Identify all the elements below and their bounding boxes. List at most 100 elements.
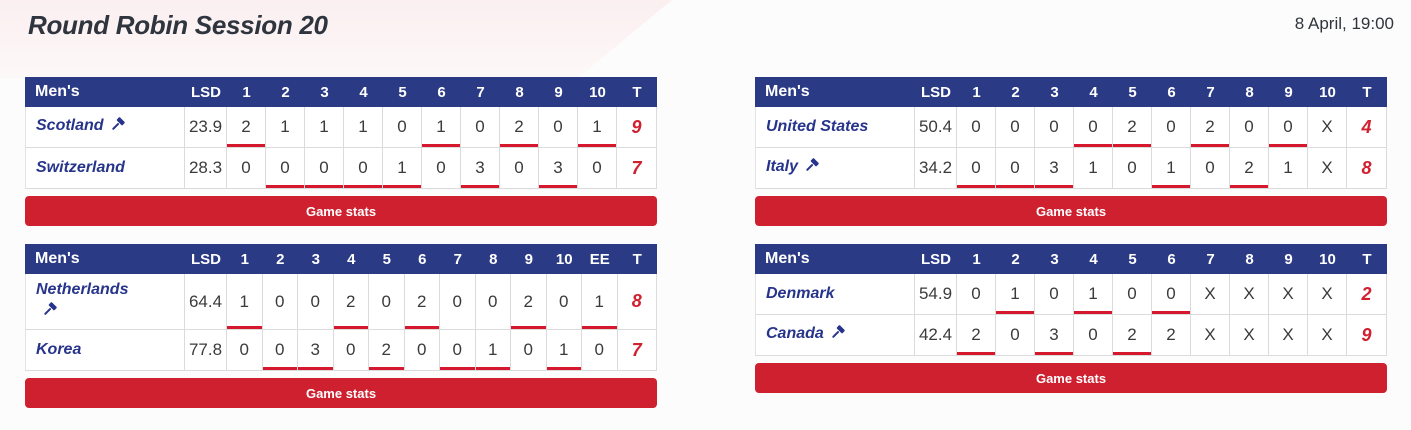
end-score: X: [1321, 117, 1333, 136]
end-score: 0: [1010, 117, 1020, 136]
hammer-end-underline: [422, 144, 460, 147]
end-score: 0: [346, 340, 356, 359]
end-score: 0: [275, 340, 285, 359]
hammer-end-underline: [511, 326, 546, 329]
end-score: 3: [310, 340, 320, 359]
hammer-end-underline: [461, 185, 499, 188]
end-header: 2: [266, 77, 305, 107]
end-header: EE: [582, 244, 618, 274]
end-score-cell: X: [1308, 315, 1347, 356]
end-score: 1: [594, 291, 604, 311]
hammer-end-underline: [582, 326, 617, 329]
game-stats-button[interactable]: Game stats: [25, 378, 657, 408]
end-score-cell: X: [1308, 107, 1347, 148]
category-header: Men's: [25, 244, 185, 274]
end-score-cell: 0: [957, 274, 996, 315]
end-score-cell: 0: [369, 274, 405, 330]
end-score-cell: 2: [404, 274, 440, 330]
end-score: X: [1243, 284, 1255, 303]
end-score: 0: [417, 340, 427, 359]
total-score: 9: [617, 107, 657, 148]
team-row: Denmark 54.9 0 1 0 1 0 0 X X X X 2: [755, 274, 1387, 315]
lsd-value: 42.4: [915, 315, 957, 356]
end-score-cell: 1: [305, 107, 344, 148]
hammer-end-underline: [546, 367, 581, 370]
end-score-cell: 0: [461, 107, 500, 148]
hammer-end-underline: [227, 144, 265, 147]
category-header: Men's: [755, 77, 915, 107]
lsd-value: 34.2: [915, 148, 957, 189]
end-score-cell: 2: [227, 107, 266, 148]
hammer-icon: [109, 116, 126, 139]
end-score: 0: [1010, 158, 1020, 177]
end-score-cell: 0: [578, 148, 617, 189]
end-header: 6: [1152, 244, 1191, 274]
end-score: 3: [553, 158, 563, 177]
end-header: 6: [1152, 77, 1191, 107]
end-score-cell: 1: [1152, 148, 1191, 189]
category-header: Men's: [25, 77, 185, 107]
end-header: 7: [461, 77, 500, 107]
end-score: 3: [475, 158, 485, 177]
end-score-cell: 1: [578, 107, 617, 148]
end-score-cell: 0: [440, 274, 476, 330]
end-score: 0: [1088, 325, 1098, 344]
end-score-cell: 0: [546, 274, 582, 330]
total-score: 4: [1347, 107, 1387, 148]
hammer-end-underline: [1035, 185, 1073, 188]
end-score-cell: 0: [305, 148, 344, 189]
hammer-end-underline: [1191, 144, 1229, 147]
end-header: 3: [1035, 77, 1074, 107]
end-score: 0: [239, 340, 249, 359]
end-score-cell: 3: [1035, 148, 1074, 189]
end-score: 0: [592, 158, 602, 177]
end-header: 2: [996, 244, 1035, 274]
end-score-cell: 0: [344, 148, 383, 189]
end-score: 0: [1205, 158, 1215, 177]
end-header: 5: [1113, 77, 1152, 107]
lsd-value: 64.4: [185, 274, 227, 330]
end-header: 7: [440, 244, 476, 274]
lsd-header: LSD: [185, 244, 227, 274]
game-card: Men's LSD 1 2 3 4 5 6 7 8 9 10 T Scotland 23.9 2 1 1 1 0 1 0 2…: [25, 77, 657, 226]
end-score: 0: [971, 117, 981, 136]
end-score-cell: 0: [333, 330, 369, 371]
end-score: 0: [358, 158, 368, 177]
team-name: Denmark: [766, 285, 835, 302]
game-stats-button[interactable]: Game stats: [25, 196, 657, 226]
end-score-cell: X: [1191, 315, 1230, 356]
end-score-cell: 2: [1191, 107, 1230, 148]
end-score-cell: 0: [996, 315, 1035, 356]
end-score: 0: [514, 158, 524, 177]
game-card: Men's LSD 1 2 3 4 5 6 7 8 9 10 EE T Netherlands 64.4 1 0 0…: [25, 244, 657, 408]
total-score: 7: [617, 330, 657, 371]
end-score: 0: [452, 340, 462, 359]
end-score: 0: [1127, 284, 1137, 303]
lsd-header: LSD: [915, 77, 957, 107]
hammer-end-underline: [227, 326, 262, 329]
end-score-cell: 1: [1269, 148, 1308, 189]
game-stats-button[interactable]: Game stats: [755, 196, 1387, 226]
hammer-end-underline: [578, 144, 616, 147]
lsd-value: 54.9: [915, 274, 957, 315]
end-score: 2: [1244, 158, 1254, 177]
lsd-header: LSD: [185, 77, 227, 107]
end-score-cell: 0: [539, 107, 578, 148]
end-score: 1: [397, 158, 407, 177]
hammer-end-underline: [1035, 352, 1073, 355]
hammer-end-underline: [266, 185, 304, 188]
end-score-cell: 1: [266, 107, 305, 148]
team-row: United States 50.4 0 0 0 0 2 0 2 0 0 X 4: [755, 107, 1387, 148]
game-stats-button[interactable]: Game stats: [755, 363, 1387, 393]
end-score: X: [1282, 284, 1294, 303]
end-score-cell: 3: [461, 148, 500, 189]
total-header: T: [617, 244, 657, 274]
hammer-end-underline: [344, 185, 382, 188]
hammer-end-underline: [539, 185, 577, 188]
end-header: 8: [500, 77, 539, 107]
team-row: Korea 77.8 0 0 3 0 2 0 0 1 0 1 0 7: [25, 330, 657, 371]
end-header: 10: [1308, 244, 1347, 274]
end-score-cell: 2: [1113, 315, 1152, 356]
end-score-cell: 2: [333, 274, 369, 330]
end-score-cell: 1: [383, 148, 422, 189]
